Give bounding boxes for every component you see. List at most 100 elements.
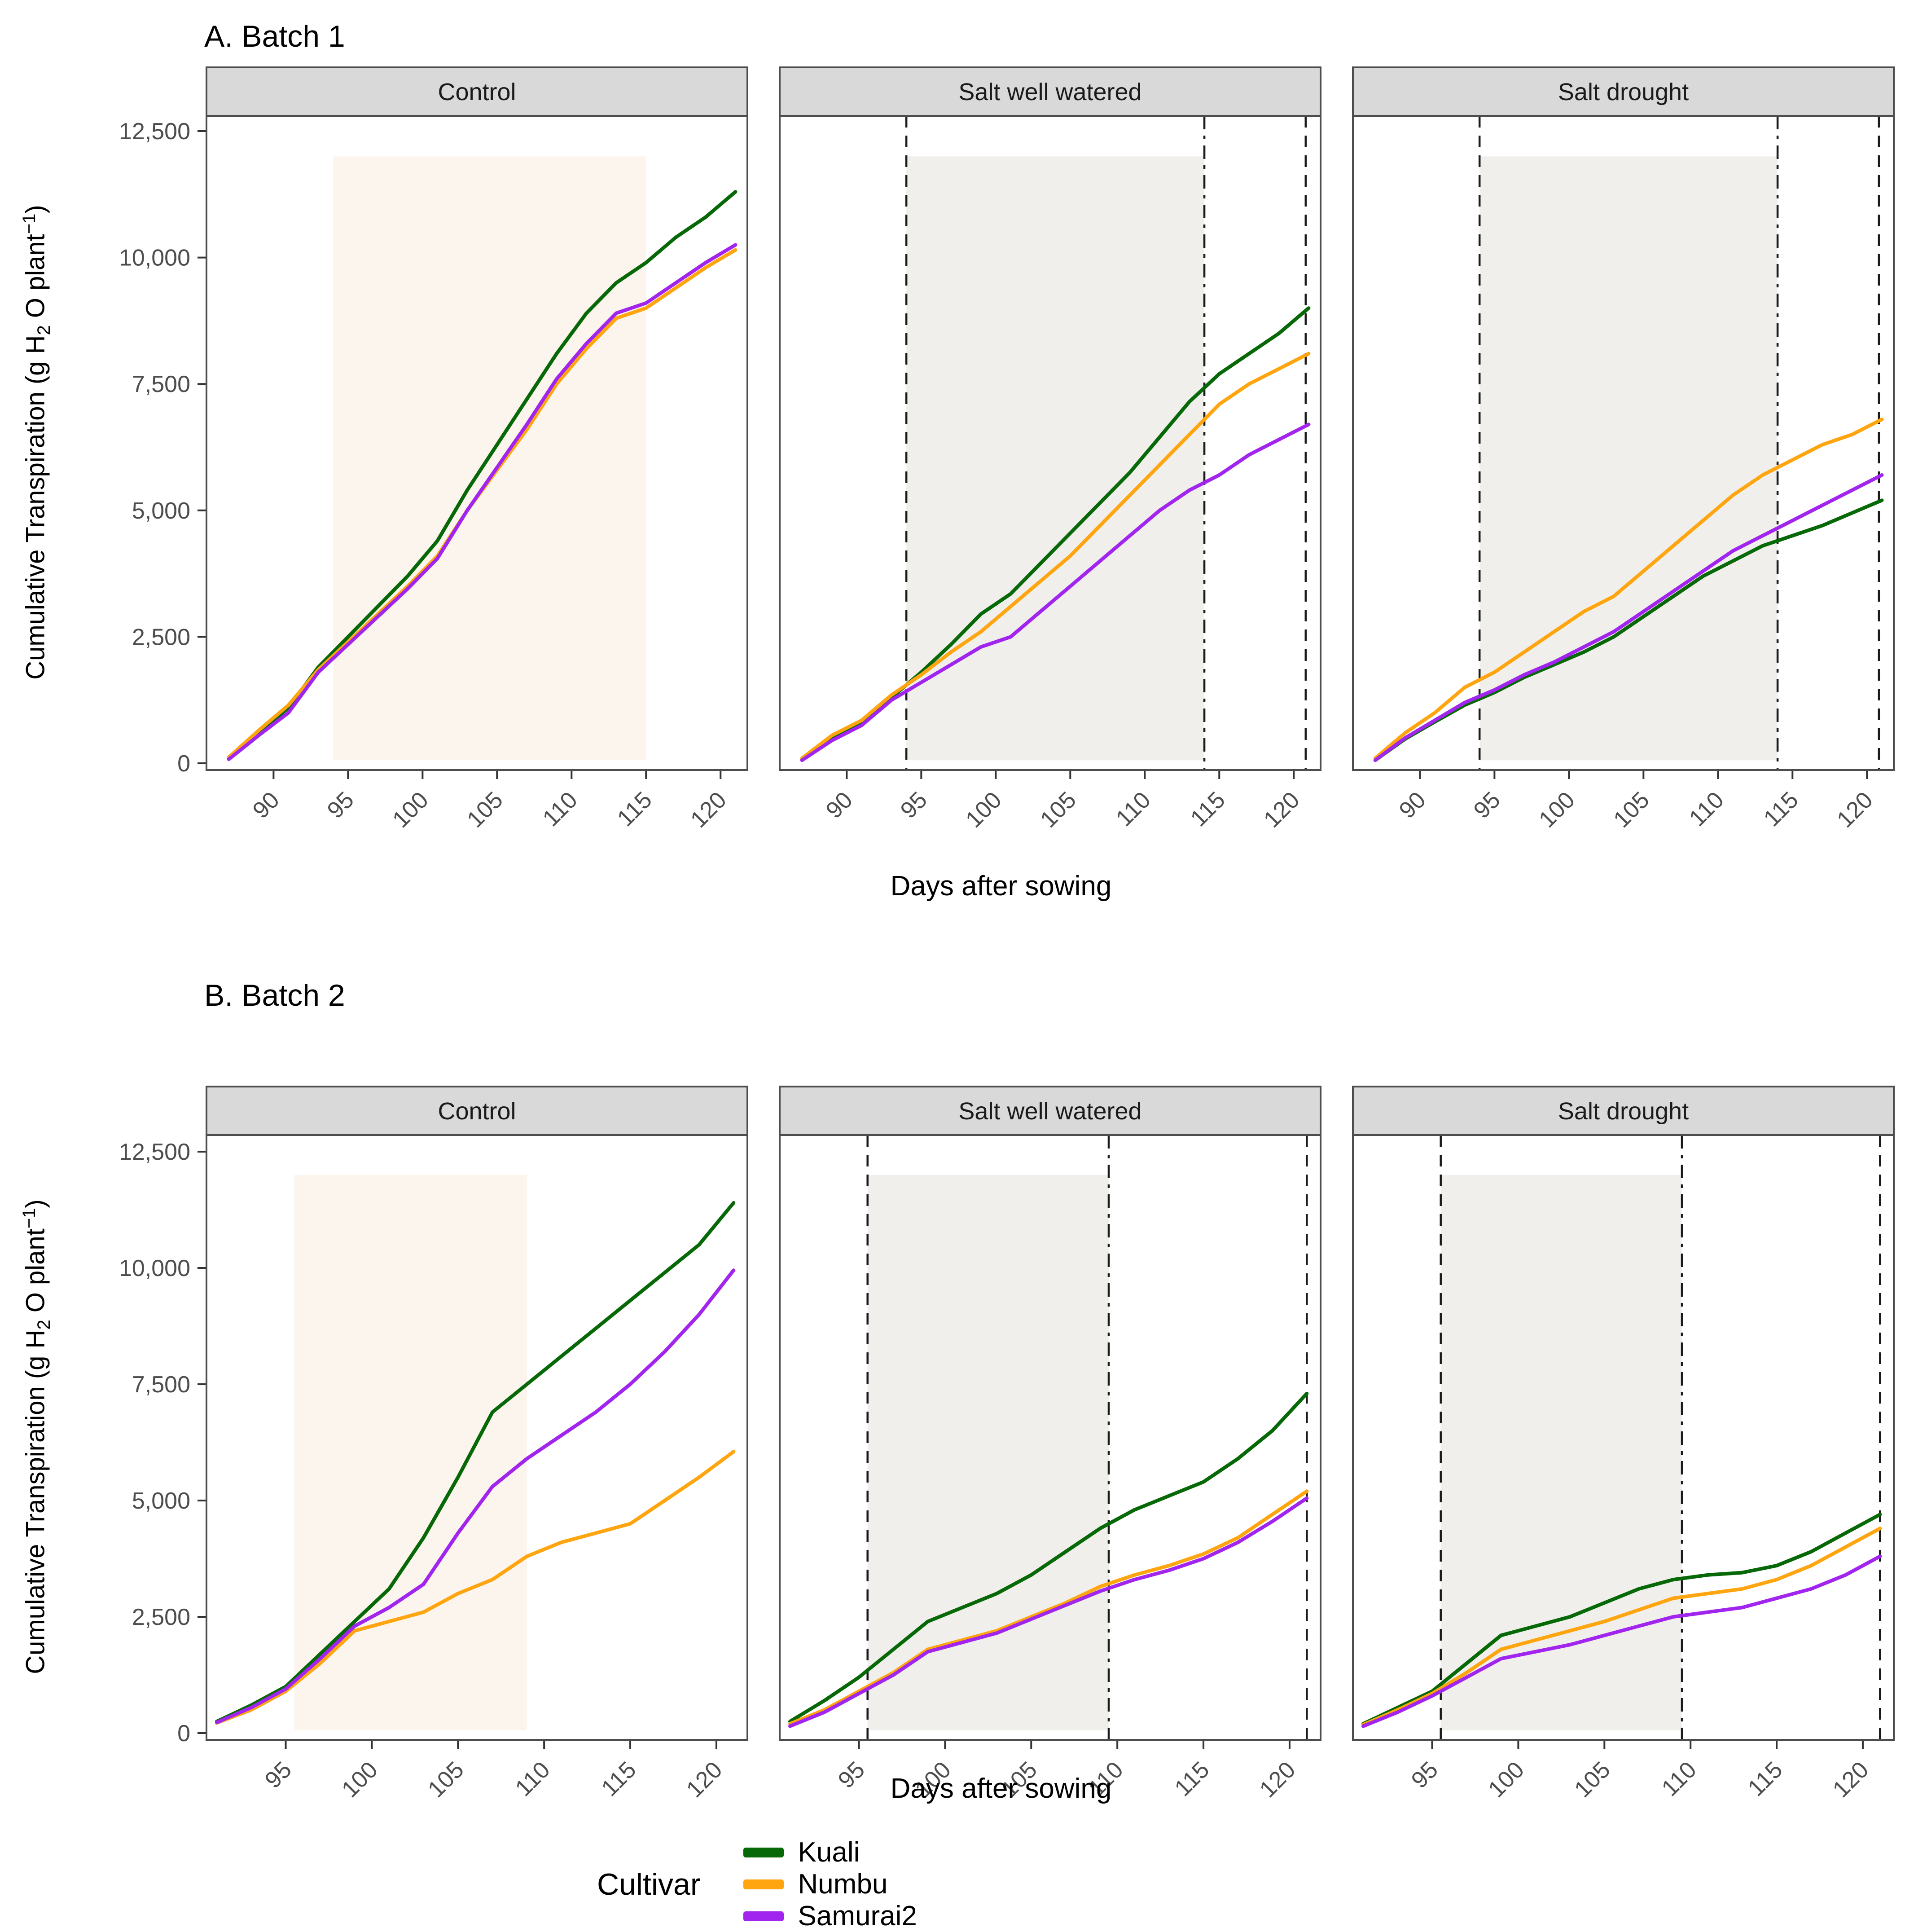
x-tick-label: 95 xyxy=(322,787,359,823)
legend-title: Cultivar xyxy=(597,1867,701,1901)
x-tick-label: 95 xyxy=(260,1756,297,1793)
x-tick-label: 105 xyxy=(1608,787,1654,832)
y-tick-label: 12,500 xyxy=(119,119,190,145)
x-tick-label: 100 xyxy=(961,787,1006,832)
x-tick-label: 110 xyxy=(1684,787,1729,832)
figure-root: 90 95 100 105 110 115 120 0 2,500 5,000 7,500 10,00… xyxy=(19,19,1895,1932)
facet-strip xyxy=(206,1086,748,1136)
x-tick-label: 95 xyxy=(896,787,932,823)
facet-strip-label: Control xyxy=(438,79,516,106)
series-line-numbu xyxy=(1373,418,1884,760)
x-tick-label: 95 xyxy=(1406,1756,1443,1793)
x-tick-label: 105 xyxy=(462,787,508,832)
y-tick-label: 10,000 xyxy=(119,1255,190,1281)
legend-label: Kuali xyxy=(798,1837,860,1868)
treatment-shade xyxy=(867,1175,1109,1730)
series-line-samurai2 xyxy=(788,1496,1309,1728)
x-tick-label: 90 xyxy=(248,787,285,823)
x-tick-label: 120 xyxy=(681,1756,727,1802)
facet-strip-label: Control xyxy=(438,1098,516,1125)
treatment-shade xyxy=(906,156,1205,761)
treatment-shade xyxy=(1440,1175,1682,1730)
facet-strip-label: Salt drought xyxy=(1558,1098,1689,1125)
x-tick-label: 120 xyxy=(1828,1756,1874,1802)
x-tick-label: 115 xyxy=(612,787,657,832)
treatment-shade xyxy=(1479,156,1778,761)
x-tick-label: 105 xyxy=(1035,787,1081,832)
x-tick-label: 115 xyxy=(1185,787,1230,832)
x-tick-label: 120 xyxy=(1832,787,1878,832)
batch-1-panel-salt-drought: 90 95 100 105 110 115 120 Salt drought xyxy=(1352,66,1895,833)
legend-swatch-numbu xyxy=(743,1879,784,1889)
x-axis-label-batch-a: Days after sowing xyxy=(890,871,1112,902)
x-tick-label: 115 xyxy=(597,1756,641,1801)
batch-a-title: A. Batch 1 xyxy=(204,19,345,53)
x-tick-label: 120 xyxy=(1259,787,1304,832)
facet-strip xyxy=(206,66,748,117)
y-tick-label: 7,500 xyxy=(132,1372,190,1398)
legend-swatch-kuali xyxy=(743,1847,784,1857)
chart-canvas: 90 95 100 105 110 115 120 0 2,500 5,000 7,500 10,00… xyxy=(119,66,1895,1803)
x-tick-label: 100 xyxy=(1484,1756,1529,1802)
y-tick-label: 5,000 xyxy=(132,498,190,524)
x-tick-label: 115 xyxy=(1743,1756,1788,1801)
x-tick-label: 115 xyxy=(1759,787,1804,832)
batch-b-title: B. Batch 2 xyxy=(204,978,345,1012)
x-tick-label: 110 xyxy=(1657,1756,1702,1801)
x-tick-label: 105 xyxy=(423,1756,469,1802)
series-line-numbu xyxy=(1361,1527,1882,1727)
facet-strip xyxy=(779,66,1321,117)
y-tick-label: 2,500 xyxy=(132,1604,190,1630)
x-tick-label: 100 xyxy=(337,1756,383,1802)
legend-swatch-samurai2 xyxy=(743,1911,784,1921)
facet-strip xyxy=(1352,66,1895,117)
treatment-shade xyxy=(294,1175,527,1730)
legend-label: Numbu xyxy=(798,1869,888,1900)
series-line-numbu xyxy=(788,1489,1309,1726)
facet-strip xyxy=(779,1086,1321,1136)
series-line-samurai2 xyxy=(1361,1554,1882,1728)
facet-strip xyxy=(1352,1086,1895,1136)
x-tick-label: 105 xyxy=(1569,1756,1615,1802)
y-tick-label: 2,500 xyxy=(132,624,190,650)
y-tick-label: 0 xyxy=(177,1721,190,1747)
batch-2-panel-control: 95 100 105 110 115 120 0 2,500 5,000 7,500 10,000 1… xyxy=(119,1086,748,1803)
x-tick-label: 115 xyxy=(1170,1756,1215,1801)
x-tick-label: 110 xyxy=(1111,787,1156,832)
x-tick-label: 120 xyxy=(1255,1756,1300,1802)
series-line-numbu xyxy=(800,352,1311,760)
legend-item-samurai2: Samurai2 xyxy=(743,1900,917,1932)
y-tick-label: 7,500 xyxy=(132,371,190,397)
series-line-kuali xyxy=(800,306,1311,761)
legend-item-numbu: Numbu xyxy=(743,1868,917,1900)
y-axis-label-batch-b: Cumulative Transpiration (g H2 O plant−1… xyxy=(19,1199,54,1674)
series-line-kuali xyxy=(1373,498,1884,762)
x-tick-label: 110 xyxy=(510,1756,555,1801)
series-line-samurai2 xyxy=(215,1268,736,1725)
x-tick-label: 110 xyxy=(538,787,583,832)
series-line-samurai2 xyxy=(227,243,738,761)
y-tick-label: 10,000 xyxy=(119,245,190,271)
x-tick-label: 100 xyxy=(1534,787,1580,832)
x-tick-label: 95 xyxy=(833,1756,870,1793)
series-line-samurai2 xyxy=(1373,473,1884,762)
batch-1-panel-control: 90 95 100 105 110 115 120 0 2,500 5,000 7,500 10,00… xyxy=(119,66,748,833)
legend: Cultivar Kuali Numbu Samurai2 xyxy=(597,1836,917,1932)
x-tick-label: 90 xyxy=(821,787,858,823)
y-tick-label: 5,000 xyxy=(132,1488,190,1514)
series-line-kuali xyxy=(788,1391,1309,1724)
legend-items: Kuali Numbu Samurai2 xyxy=(719,1836,917,1932)
y-axis-label-batch-a: Cumulative Transpiration (g H2 O plant−1… xyxy=(19,205,54,680)
series-line-numbu xyxy=(215,1450,736,1725)
facet-strip-label: Salt drought xyxy=(1558,79,1689,106)
x-tick-label: 95 xyxy=(1469,787,1506,823)
batch-2-panel-salt-drought: 95 100 105 110 115 120 Salt drought xyxy=(1352,1086,1895,1803)
legend-label: Samurai2 xyxy=(798,1901,917,1932)
y-tick-label: 12,500 xyxy=(119,1139,190,1165)
legend-item-kuali: Kuali xyxy=(743,1836,917,1868)
series-line-samurai2 xyxy=(800,422,1311,762)
batch-1-panel-salt-well-watered: 90 95 100 105 110 115 120 Salt well watered xyxy=(779,66,1321,833)
facet-strip-label: Salt well watered xyxy=(958,1098,1141,1125)
x-tick-label: 120 xyxy=(685,787,731,832)
